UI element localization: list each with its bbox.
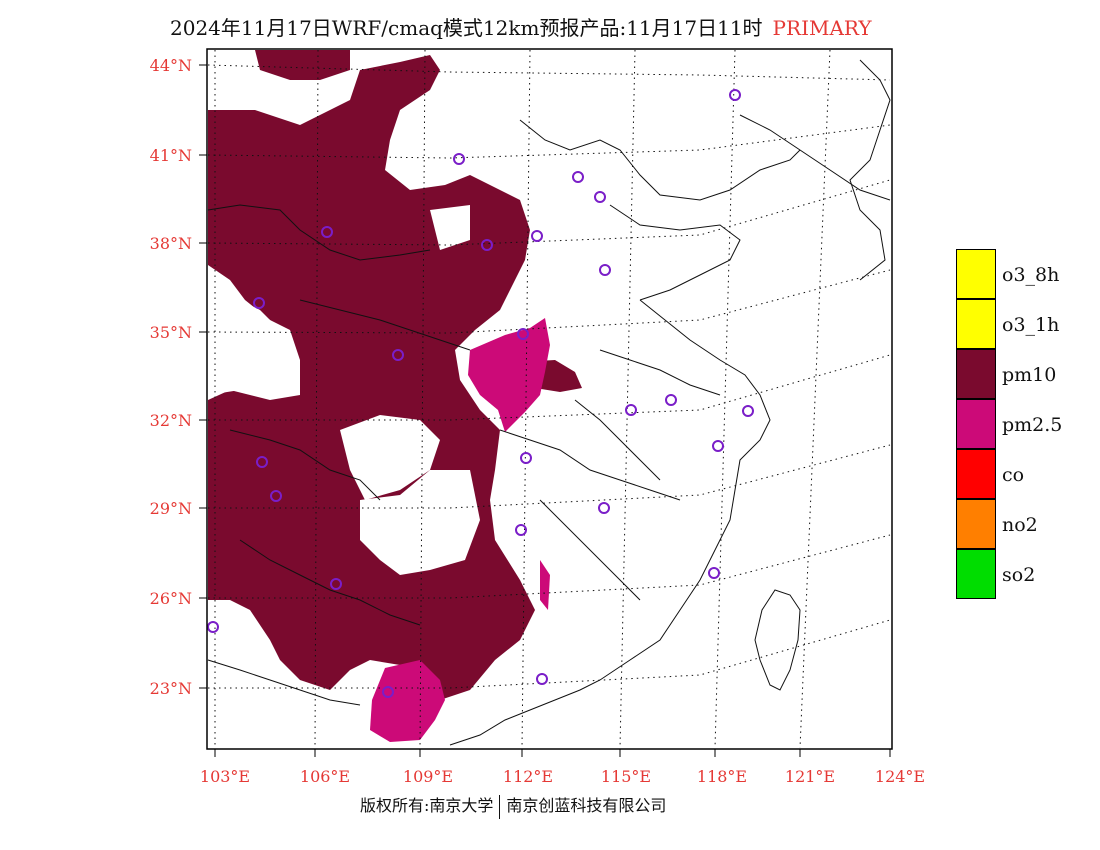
title-tag: PRIMARY [772,16,872,40]
legend-label-o3-8h: o3_8h [1002,264,1060,286]
lat-label: 29°N [150,499,192,518]
title-main: 2024年11月17日WRF/cmaq模式12km预报产品:11月17日11时 [170,16,763,40]
clean-areas [208,205,480,575]
lon-label: 103°E [200,767,250,786]
legend-label-pm25: pm2.5 [1002,414,1063,436]
boundary-lines [207,59,891,746]
pm25-region [370,318,550,742]
lon-labels: 103°E 106°E 109°E 112°E 115°E 118°E 121°… [200,767,925,786]
lat-label: 38°N [150,234,192,253]
map-frame [206,48,893,750]
legend-label-co: co [1002,464,1025,486]
legend-swatch-pm25 [956,399,996,449]
lon-label: 112°E [503,767,553,786]
axis-ticks [199,64,891,757]
legend-label-no2: no2 [1002,514,1038,536]
legend-swatch-pm10 [956,349,996,399]
copyright-company: 南京创蓝科技有限公司 [506,796,667,815]
legend-swatch-o3-1h [956,299,996,349]
lat-label: 32°N [150,411,192,430]
map-title: 2024年11月17日WRF/cmaq模式12km预报产品:11月17日11时 P… [170,12,872,41]
lat-label: 44°N [150,56,192,75]
lon-label: 124°E [875,767,925,786]
legend-label-so2: so2 [1002,564,1036,586]
station-markers [207,89,754,698]
lat-label: 35°N [150,323,192,342]
lon-label: 121°E [785,767,835,786]
copyright-footer: 版权所有:南京大学 南京创蓝科技有限公司 [360,792,666,819]
legend [956,249,996,599]
legend-swatch-o3-8h [956,249,996,299]
lat-label: 26°N [150,589,192,608]
legend-label-o3-1h: o3_1h [1002,314,1060,336]
lat-labels: 44°N 41°N 38°N 35°N 32°N 29°N 26°N 23°N [150,56,192,698]
copyright-owner: 版权所有:南京大学 [360,796,494,815]
lon-label: 109°E [403,767,453,786]
lon-label: 118°E [697,767,747,786]
legend-swatch-no2 [956,499,996,549]
lat-label: 23°N [150,679,192,698]
lon-label: 106°E [300,767,350,786]
lat-label: 41°N [150,146,192,165]
lon-label: 115°E [601,767,651,786]
graticule [207,49,891,749]
legend-swatch-so2 [956,549,996,599]
footer-separator [499,794,501,819]
legend-swatch-co [956,449,996,499]
legend-label-pm10: pm10 [1002,364,1057,386]
